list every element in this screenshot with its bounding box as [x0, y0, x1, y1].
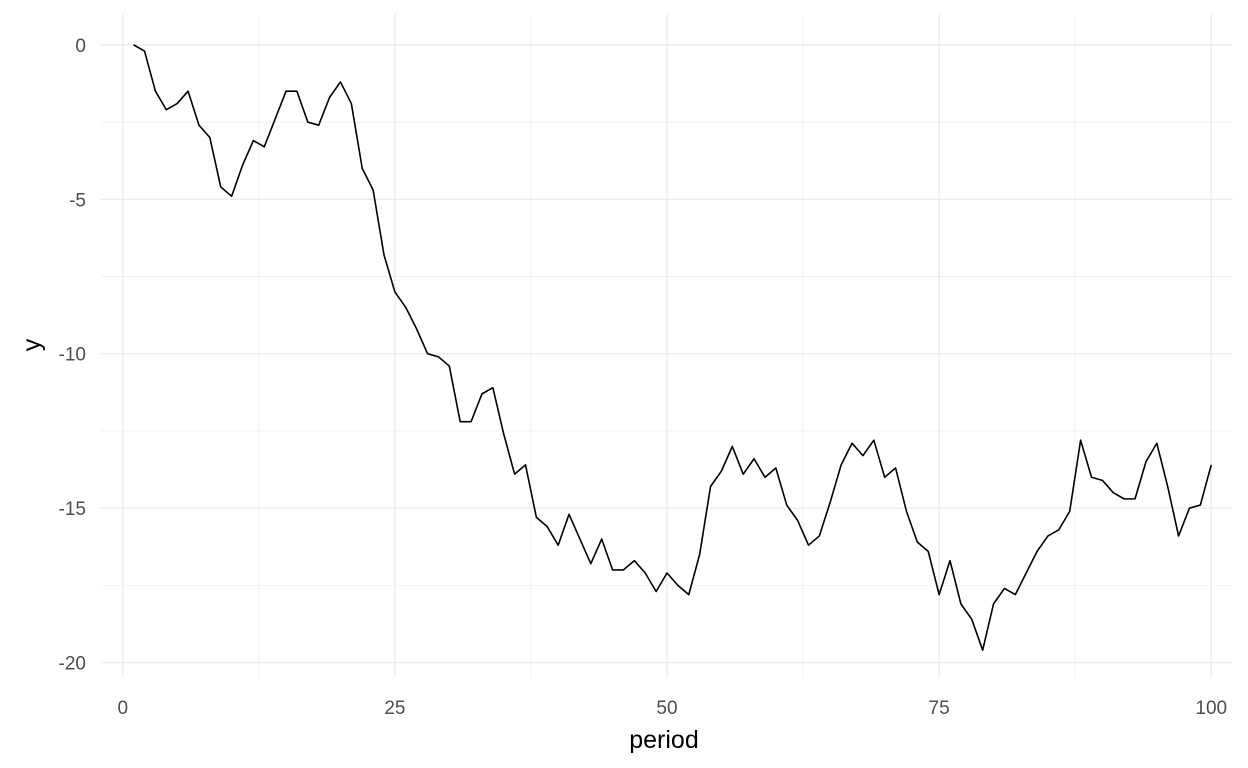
x-tick-label: 25 [384, 698, 405, 719]
x-tick-label: 100 [1195, 698, 1227, 719]
x-tick-label: 0 [117, 698, 128, 719]
x-axis-title: period [629, 726, 699, 754]
y-tick-label: -20 [59, 654, 86, 675]
x-tick-label: 75 [929, 698, 950, 719]
y-tick-label: -5 [69, 190, 86, 211]
y-axis-title: y [18, 338, 46, 351]
y-tick-label: 0 [75, 36, 86, 57]
series-layer [133, 44, 1213, 652]
x-tick-label: 50 [656, 698, 677, 719]
major-gridlines [101, 14, 1233, 678]
y-tick-label: -15 [59, 499, 86, 520]
y-axis-tick-labels: 0 -5 -10 -15 -20 [59, 36, 86, 675]
x-axis-tick-labels: 0 25 50 75 100 [117, 698, 1227, 719]
series-line [133, 44, 1213, 652]
y-tick-label: -10 [59, 345, 86, 366]
